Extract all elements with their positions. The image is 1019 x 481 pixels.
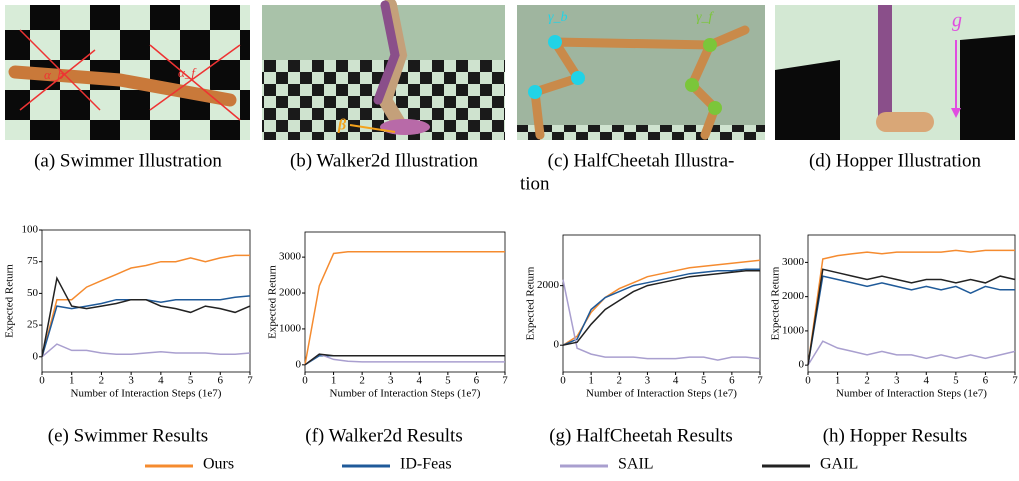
y-tick-label: 3000 bbox=[279, 251, 302, 263]
x-tick-label: 6 bbox=[983, 375, 989, 387]
caption: (b) Walker2d Illustration bbox=[290, 150, 479, 171]
series-line bbox=[808, 269, 1015, 365]
y-tick-label: 75 bbox=[27, 255, 39, 267]
series-line bbox=[42, 296, 250, 357]
x-tick-label: 4 bbox=[673, 375, 679, 387]
x-tick-label: 1 bbox=[588, 375, 594, 387]
y-axis-label: Expected Return bbox=[525, 266, 537, 340]
series-line bbox=[42, 344, 250, 357]
y-tick-label: 0 bbox=[799, 359, 805, 371]
x-tick-label: 0 bbox=[39, 375, 45, 387]
caption: tion bbox=[520, 173, 550, 194]
y-tick-label: 0 bbox=[554, 339, 560, 351]
angle-label: α_f bbox=[178, 65, 197, 80]
x-tick-label: 1 bbox=[69, 375, 75, 387]
x-axis-label: Number of Interaction Steps (1e7) bbox=[586, 388, 737, 400]
y-tick-label: 2000 bbox=[279, 287, 302, 299]
y-tick-label: 1000 bbox=[782, 324, 805, 336]
x-tick-label: 1 bbox=[835, 375, 841, 387]
x-axis-label: Number of Interaction Steps (1e7) bbox=[330, 388, 481, 400]
x-tick-label: 5 bbox=[953, 375, 959, 387]
hopper-illustration: g bbox=[775, 5, 1015, 140]
y-tick-label: 100 bbox=[22, 224, 39, 236]
series-line bbox=[305, 252, 505, 365]
x-tick-label: 5 bbox=[188, 375, 194, 387]
caption: (g) HalfCheetah Results bbox=[549, 425, 733, 446]
x-tick-label: 0 bbox=[302, 375, 308, 387]
caption: (d) Hopper Illustration bbox=[809, 150, 982, 171]
x-tick-label: 2 bbox=[99, 375, 105, 387]
x-tick-label: 6 bbox=[218, 375, 224, 387]
x-tick-label: 4 bbox=[158, 375, 164, 387]
series-line bbox=[808, 276, 1015, 365]
y-tick-label: 50 bbox=[27, 287, 39, 299]
x-tick-label: 7 bbox=[502, 375, 508, 387]
series-line bbox=[808, 341, 1015, 365]
y-tick-label: 3000 bbox=[782, 256, 805, 268]
x-tick-label: 4 bbox=[924, 375, 930, 387]
series-line bbox=[42, 278, 250, 357]
x-tick-label: 2 bbox=[864, 375, 870, 387]
y-tick-label: 25 bbox=[27, 319, 39, 331]
halfcheetah-illustration: γ_b γ_f bbox=[517, 5, 765, 140]
x-tick-label: 0 bbox=[805, 375, 811, 387]
x-tick-label: 6 bbox=[474, 375, 480, 387]
x-axis-label: Number of Interaction Steps (1e7) bbox=[836, 388, 987, 400]
angle-label: γ_b bbox=[548, 10, 568, 25]
x-tick-label: 3 bbox=[645, 375, 651, 387]
angle-label: γ_f bbox=[696, 10, 715, 25]
caption: (e) Swimmer Results bbox=[48, 425, 208, 446]
x-tick-label: 0 bbox=[560, 375, 566, 387]
y-axis-label: Expected Return bbox=[770, 266, 782, 340]
figure: α_b α_f β γ_b γ_f g (a) Swimmer Illustra… bbox=[0, 0, 1019, 476]
x-tick-label: 5 bbox=[701, 375, 707, 387]
y-axis-label: Expected Return bbox=[267, 265, 279, 339]
series-line bbox=[563, 269, 760, 345]
y-tick-label: 0 bbox=[296, 358, 302, 370]
y-tick-label: 0 bbox=[33, 350, 39, 362]
gravity-label: g bbox=[952, 10, 962, 32]
x-axis-label: Number of Interaction Steps (1e7) bbox=[71, 388, 222, 400]
caption: (h) Hopper Results bbox=[823, 425, 968, 446]
angle-label: α_b bbox=[44, 67, 64, 82]
walker-illustration: β bbox=[262, 5, 505, 140]
caption: (a) Swimmer Illustration bbox=[34, 150, 222, 171]
plot-frame bbox=[563, 235, 760, 372]
caption: (c) HalfCheetah Illustra- bbox=[548, 150, 735, 171]
caption: (f) Walker2d Results bbox=[305, 425, 462, 446]
x-tick-label: 1 bbox=[331, 375, 337, 387]
series-line bbox=[563, 280, 760, 360]
legend-label: GAIL bbox=[820, 456, 858, 473]
legend-label: SAIL bbox=[618, 456, 654, 473]
swimmer-illustration: α_b α_f bbox=[5, 5, 250, 140]
x-tick-label: 3 bbox=[894, 375, 900, 387]
x-tick-label: 4 bbox=[417, 375, 423, 387]
x-tick-label: 7 bbox=[757, 375, 763, 387]
y-tick-label: 1000 bbox=[279, 322, 302, 334]
y-tick-label: 2000 bbox=[537, 279, 560, 291]
y-axis-label: Expected Return bbox=[4, 264, 16, 338]
y-tick-label: 2000 bbox=[782, 290, 805, 302]
x-tick-label: 3 bbox=[128, 375, 134, 387]
page: {"illustrations": [ {"caption_lines": ["… bbox=[0, 0, 1019, 481]
legend-label: Ours bbox=[203, 456, 234, 473]
x-tick-label: 2 bbox=[359, 375, 365, 387]
angle-label: β bbox=[337, 117, 347, 134]
x-tick-label: 7 bbox=[247, 375, 253, 387]
x-tick-label: 6 bbox=[729, 375, 735, 387]
x-tick-label: 7 bbox=[1012, 375, 1018, 387]
x-tick-label: 2 bbox=[617, 375, 623, 387]
x-tick-label: 5 bbox=[445, 375, 451, 387]
x-tick-label: 3 bbox=[388, 375, 394, 387]
legend-label: ID-Feas bbox=[400, 456, 452, 473]
